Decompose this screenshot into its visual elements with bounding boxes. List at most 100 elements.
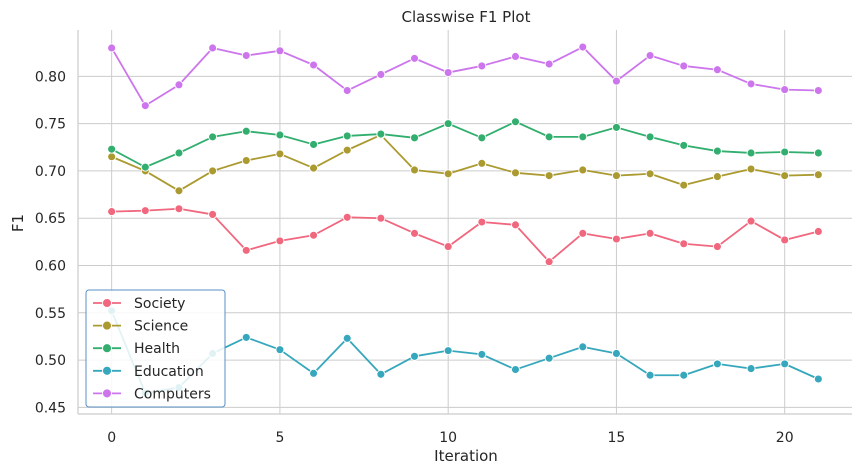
data-point-health [579,133,587,141]
data-point-society [478,218,486,226]
data-point-health [175,149,183,157]
data-point-society [108,208,116,216]
data-point-health [377,130,385,138]
data-point-computers [108,44,116,52]
data-point-health [444,120,452,128]
data-point-computers [579,43,587,51]
data-point-society [377,214,385,222]
data-point-science [343,146,351,154]
data-point-health [680,141,688,149]
x-tick-label: 10 [439,430,457,446]
data-point-society [646,229,654,237]
data-point-science [781,172,789,180]
data-point-education [511,366,519,374]
data-point-society [444,243,452,251]
data-point-health [209,133,217,141]
y-tick-label: 0.50 [35,353,66,369]
data-point-science [310,164,318,172]
y-tick-label: 0.70 [35,164,66,180]
data-point-education [242,333,250,341]
data-point-health [478,134,486,142]
legend-label-health: Health [134,341,180,357]
legend-marker-education [103,366,112,375]
data-point-computers [444,69,452,77]
legend-marker-computers [103,389,112,398]
data-point-society [411,229,419,237]
data-point-education [411,352,419,360]
x-tick-label: 20 [776,430,794,446]
y-tick-label: 0.45 [35,400,66,416]
data-point-health [646,133,654,141]
legend-label-education: Education [134,364,204,380]
data-point-computers [612,77,620,85]
data-point-education [478,350,486,358]
data-point-society [612,235,620,243]
data-point-health [814,149,822,157]
data-point-society [680,240,688,248]
data-point-computers [310,61,318,69]
y-tick-label: 0.60 [35,259,66,275]
data-point-computers [377,70,385,78]
data-point-science [545,172,553,180]
data-point-computers [511,52,519,60]
y-tick-label: 0.65 [35,211,66,227]
data-point-society [209,210,217,218]
data-point-computers [175,81,183,89]
data-point-science [814,171,822,179]
data-point-science [680,181,688,189]
data-point-society [781,236,789,244]
y-tick-label: 0.55 [35,306,66,322]
data-point-society [814,227,822,235]
data-point-health [310,140,318,148]
data-point-education [545,354,553,362]
data-point-science [242,157,250,165]
legend-marker-health [103,344,112,353]
series-line-health [112,122,819,167]
data-point-science [646,170,654,178]
data-point-health [242,127,250,135]
data-point-education [579,343,587,351]
data-point-science [747,165,755,173]
data-point-computers [545,60,553,68]
data-point-society [747,217,755,225]
data-point-health [511,118,519,126]
x-tick-label: 5 [275,430,284,446]
data-point-health [108,145,116,153]
data-point-science [612,172,620,180]
data-point-computers [343,87,351,95]
data-point-science [579,166,587,174]
legend-marker-society [103,299,112,308]
data-point-health [713,147,721,155]
data-point-computers [713,66,721,74]
y-tick-label: 0.75 [35,117,66,133]
data-point-education [377,370,385,378]
data-point-education [276,346,284,354]
data-point-science [444,170,452,178]
data-point-computers [242,52,250,60]
data-point-education [814,375,822,383]
data-point-health [411,134,419,142]
data-point-education [310,369,318,377]
data-point-science [511,169,519,177]
data-point-computers [276,47,284,55]
data-point-science [175,187,183,195]
y-axis-label: F1 [9,214,27,232]
data-point-education [343,334,351,342]
data-point-society [713,243,721,251]
data-point-computers [646,52,654,60]
data-point-society [175,205,183,213]
data-point-society [511,221,519,229]
legend-label-computers: Computers [134,386,211,402]
series-society [108,205,823,266]
data-point-science [108,153,116,161]
x-tick-label: 15 [608,430,626,446]
data-point-science [276,150,284,158]
x-tick-label: 0 [107,430,116,446]
data-point-computers [680,62,688,70]
legend-label-science: Science [134,319,188,335]
chart-title: Classwise F1 Plot [402,8,531,26]
data-point-computers [814,87,822,95]
y-tick-label: 0.80 [35,69,66,85]
data-point-computers [747,80,755,88]
